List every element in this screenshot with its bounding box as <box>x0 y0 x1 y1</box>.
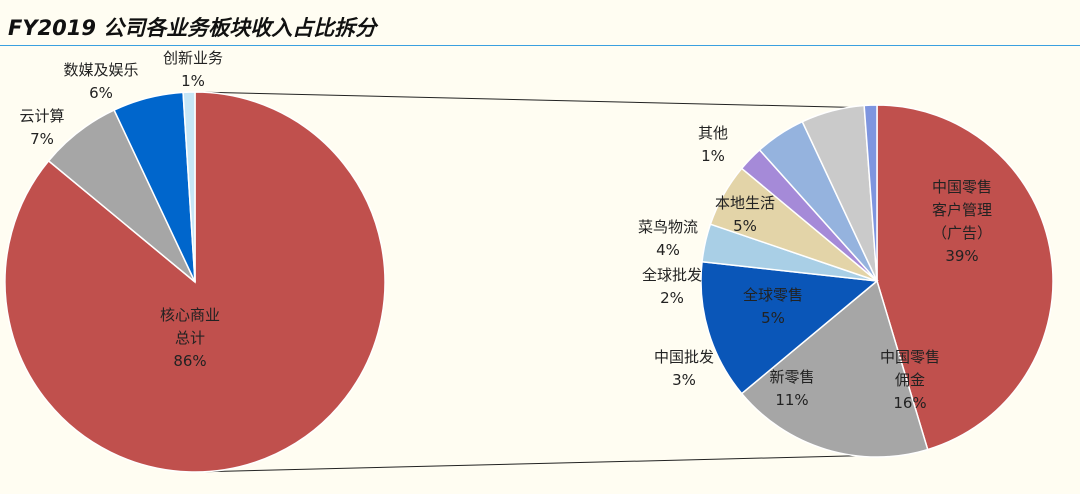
breakdown-pie-value-label-2: 11% <box>775 391 808 409</box>
breakdown-pie-value-label-6: 4% <box>656 241 680 259</box>
breakdown-pie-label-4: 全球零售 5% <box>743 286 803 327</box>
connector-line-bottom <box>194 454 888 473</box>
connector-lines <box>194 91 888 473</box>
slice-labels: 核心商业总计 86%云计算 7%数媒及娱乐 6%创新业务 1%中国零售客户管理（广告） 3… <box>19 49 992 412</box>
main-pie-label-3: 创新业务 1% <box>163 49 223 90</box>
main-pie-label-0: 核心商业总计 86% <box>160 306 220 370</box>
breakdown-pie-name-label-0: （广告） <box>932 224 992 242</box>
breakdown-pie-value-label-3: 3% <box>672 371 696 389</box>
breakdown-pie-label-5: 全球批发 2% <box>642 266 702 307</box>
breakdown-pie-name-label-7: 本地生活 <box>715 194 775 212</box>
breakdown-pie-slice-2 <box>700 260 879 395</box>
chart-title: FY2019 公司各业务板块收入占比拆分 <box>8 16 377 40</box>
breakdown-pie-slice-8 <box>863 104 878 282</box>
breakdown-pie-label-7: 本地生活 5% <box>715 194 775 235</box>
main-pie-name-label-1: 云计算 <box>19 107 64 125</box>
main-pie-name-label-0: 核心商业 <box>160 306 220 324</box>
breakdown-pie-value-label-5: 2% <box>660 289 684 307</box>
breakdown-pie-value-label-7: 5% <box>733 217 757 235</box>
main-pie-value-label-3: 1% <box>181 72 205 90</box>
main-pie-name-label-2: 数媒及娱乐 <box>63 61 138 79</box>
main-pie-label-2: 数媒及娱乐 6% <box>63 61 138 102</box>
header-bar: FY2019 公司各业务板块收入占比拆分 <box>0 0 1080 46</box>
breakdown-pie-label-6: 菜鸟物流 4% <box>638 218 698 259</box>
breakdown-pie-label-0: 中国零售客户管理 （广告） 39% <box>932 178 992 265</box>
breakdown-pie-name-label-2: 新零售 <box>769 368 814 386</box>
main-pie-name-label-3: 创新业务 <box>163 49 223 67</box>
breakdown-pie-value-label-8: 1% <box>701 147 725 165</box>
title-underline <box>0 45 1080 46</box>
breakdown-pie-value-label-0: 39% <box>945 247 978 265</box>
breakdown-pie-label-8: 其他 1% <box>698 124 728 165</box>
breakdown-pie-label-3: 中国批发 3% <box>654 348 714 389</box>
breakdown-pie-name-label-5: 全球批发 <box>642 266 702 284</box>
main-pie-value-label-1: 7% <box>30 130 54 148</box>
breakdown-pie-label-2: 新零售 11% <box>769 368 814 409</box>
main-pie-label-1: 云计算 7% <box>19 107 64 148</box>
breakdown-pie-value-label-4: 5% <box>761 309 785 327</box>
main-pie-value-label-2: 6% <box>89 84 113 102</box>
breakdown-pie-label-1: 中国零售佣金 16% <box>880 348 940 412</box>
main-pie-name-label-0: 总计 <box>175 329 205 347</box>
breakdown-pie-name-label-8: 其他 <box>698 124 728 142</box>
main-pie-value-label-0: 86% <box>173 352 206 370</box>
breakdown-pie-name-label-0: 客户管理 <box>932 201 992 219</box>
breakdown-pie-name-label-3: 中国批发 <box>654 348 714 366</box>
breakdown-pie-name-label-0: 中国零售 <box>932 178 992 196</box>
main-pie <box>4 91 386 473</box>
breakdown-pie-name-label-4: 全球零售 <box>743 286 803 304</box>
breakdown-pie-name-label-1: 中国零售 <box>880 348 940 366</box>
breakdown-pie-slice-1 <box>740 279 929 458</box>
breakdown-pie-name-label-1: 佣金 <box>895 371 925 389</box>
main-pie-slice-3 <box>182 91 196 283</box>
breakdown-pie-value-label-1: 16% <box>893 394 926 412</box>
breakdown-pie-name-label-6: 菜鸟物流 <box>638 218 698 236</box>
connector-line-top <box>194 91 878 109</box>
breakdown-pie <box>700 104 1054 458</box>
breakdown-pie-slice-0 <box>876 104 1054 451</box>
